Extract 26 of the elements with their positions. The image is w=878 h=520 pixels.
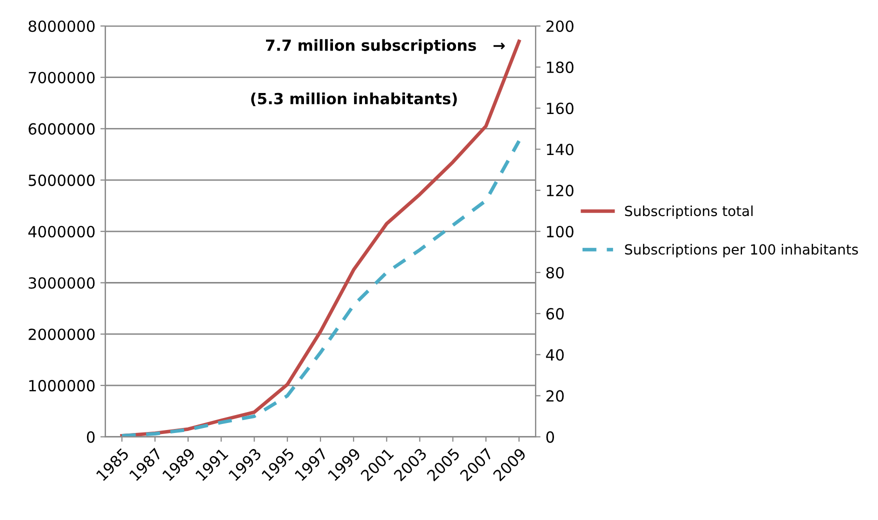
y2-tick-label: 60 [546, 308, 564, 320]
annotation: 7.7 million subscriptions → [266, 39, 505, 54]
y-tick-label: 5000000 [28, 174, 95, 186]
legend-label: Subscriptions total [625, 205, 753, 219]
y-tick-label: 7000000 [28, 72, 95, 84]
y-tick-label: 2000000 [28, 328, 95, 340]
y-tick-label: 4000000 [28, 226, 95, 238]
line-series [120, 139, 521, 437]
y2-tick-label: 40 [546, 349, 564, 361]
y2-tick-label: 180 [546, 62, 574, 74]
y2-tick-label: 120 [546, 184, 574, 196]
legend-label: Subscriptions per 100 inhabitants [625, 244, 858, 258]
line-series [120, 40, 521, 437]
y-tick-label: 3000000 [28, 277, 95, 289]
y2-tick-label: 0 [546, 431, 554, 443]
y-tick-label: 8000000 [28, 20, 95, 32]
y2-tick-label: 140 [546, 144, 574, 156]
y2-tick-label: 20 [546, 390, 564, 402]
y2-tick-label: 160 [546, 102, 574, 114]
y2-tick-label: 100 [546, 226, 574, 238]
y-tick-label: 6000000 [28, 123, 95, 135]
y2-tick-label: 80 [546, 266, 564, 278]
y-tick-label: 1000000 [29, 380, 95, 392]
annotation: (5.3 million inhabitants) [251, 92, 457, 106]
y-tick-label: 0 [86, 431, 95, 443]
y2-tick-label: 200 [546, 20, 574, 32]
